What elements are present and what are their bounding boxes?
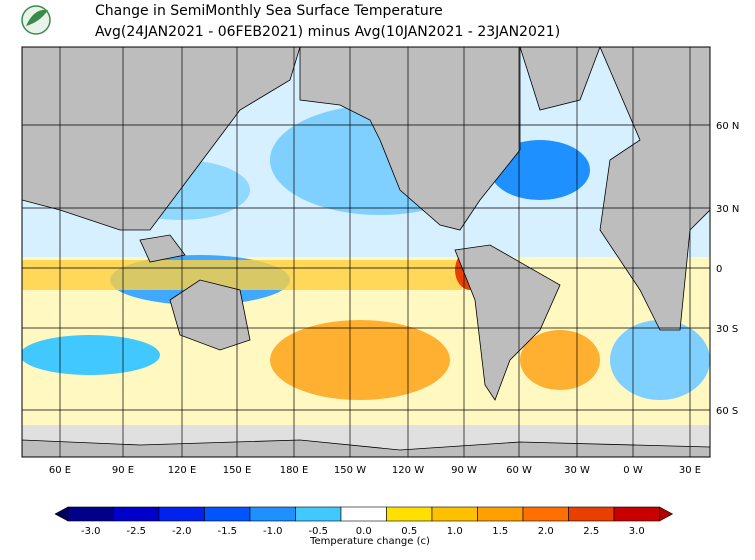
colorbar-label: Temperature change (c) [309, 536, 430, 547]
longitude-label: 120 W [392, 465, 424, 476]
longitude-label: 90 E [112, 465, 134, 476]
longitude-label: 30 W [564, 465, 590, 476]
colorbar-tick: 3.0 [629, 526, 645, 537]
colorbar-bin [568, 506, 615, 522]
latitude-label: 60 N [716, 121, 739, 132]
colorbar-bin [158, 506, 205, 522]
colorbar-tick: 1.5 [492, 526, 508, 537]
latitude-label: 60 S [716, 406, 738, 417]
colorbar-bin [295, 506, 342, 522]
colorbar-bin [477, 506, 524, 522]
logo [21, 5, 51, 35]
colorbar-tick: 0.0 [356, 526, 372, 537]
latitude-label: 0 [716, 264, 722, 275]
colorbar-bin [340, 506, 387, 522]
longitude-label: 150 E [223, 465, 252, 476]
colorbar-tick: -1.5 [217, 526, 237, 537]
colorbar-bin [249, 506, 296, 522]
colorbar-tick: 1.0 [447, 526, 463, 537]
colorbar-tick: 2.5 [583, 526, 599, 537]
colorbar-bin [204, 506, 251, 522]
colorbar-bin [431, 506, 478, 522]
colorbar-tick: -3.0 [81, 526, 101, 537]
colorbar-tick: 2.0 [538, 526, 554, 537]
colorbar-bin [113, 506, 160, 522]
colorbar-bin [67, 506, 114, 522]
longitude-label: 150 W [334, 465, 366, 476]
latitude-label: 30 S [716, 324, 738, 335]
latitude-label: 30 N [716, 204, 739, 215]
colorbar-bin [613, 506, 660, 522]
colorbar-tick: -1.0 [263, 526, 283, 537]
colorbar-bin [386, 506, 433, 522]
colorbar-tick: 0.5 [401, 526, 417, 537]
colorbar-over [659, 506, 674, 522]
longitude-label: 90 W [451, 465, 477, 476]
colorbar-tick: -2.5 [126, 526, 146, 537]
colorbar-tick: -2.0 [172, 526, 192, 537]
title: Change in SemiMonthly Sea Surface Temper… [95, 3, 443, 19]
longitude-label: 0 W [623, 465, 643, 476]
longitude-label: 60 W [506, 465, 532, 476]
map [21, 46, 711, 458]
subtitle: Avg(24JAN2021 - 06FEB2021) minus Avg(10J… [95, 24, 560, 40]
colorbar-tick: -0.5 [308, 526, 328, 537]
longitude-label: 120 E [168, 465, 197, 476]
colorbar-bin [522, 506, 569, 522]
longitude-label: 60 E [49, 465, 71, 476]
longitude-label: 30 E [679, 465, 701, 476]
colorbar-under [54, 506, 69, 522]
longitude-label: 180 E [280, 465, 309, 476]
